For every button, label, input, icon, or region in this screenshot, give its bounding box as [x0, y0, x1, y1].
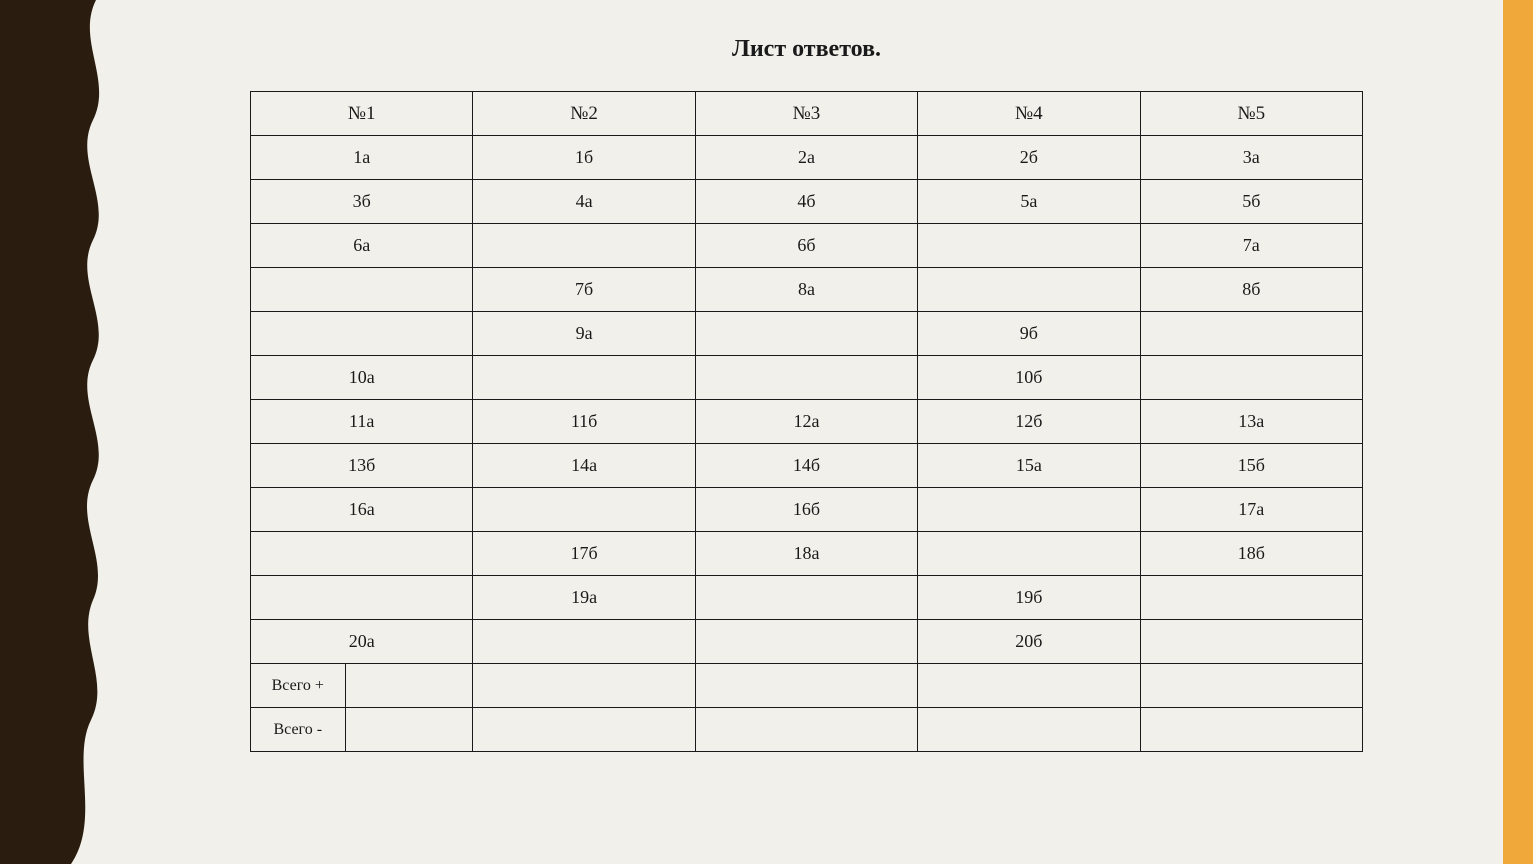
- table-cell: [1140, 620, 1362, 664]
- table-cell: 20а: [251, 620, 473, 664]
- table-total-cell: [695, 708, 917, 752]
- table-cell: [251, 576, 473, 620]
- table-cell: 19а: [473, 576, 695, 620]
- table-row: 9а 9б: [251, 312, 1363, 356]
- table-cell: 17а: [1140, 488, 1362, 532]
- table-total-cell: [1140, 708, 1362, 752]
- table-row: 10а 10б: [251, 356, 1363, 400]
- table-cell: 19б: [918, 576, 1140, 620]
- table-cell: [1140, 576, 1362, 620]
- table-cell: 7а: [1140, 224, 1362, 268]
- table-cell: 7б: [473, 268, 695, 312]
- table-row: 6а 6б 7а: [251, 224, 1363, 268]
- table-cell: 8а: [695, 268, 917, 312]
- table-cell: [918, 268, 1140, 312]
- table-cell: 15б: [1140, 444, 1362, 488]
- table-header-row: №1№2№3№4№5: [251, 92, 1363, 136]
- left-wave-edge: [71, 0, 111, 864]
- table-cell: 16а: [251, 488, 473, 532]
- table-total-cell: [473, 708, 695, 752]
- table-total-label: Всего -: [251, 708, 346, 752]
- table-cell: 8б: [1140, 268, 1362, 312]
- table-header-cell: №5: [1140, 92, 1362, 136]
- table-cell: [918, 224, 1140, 268]
- table-cell: [251, 532, 473, 576]
- table-row: 11а11б12а12б13а: [251, 400, 1363, 444]
- table-total-cell: [345, 664, 473, 708]
- table-cell: [695, 356, 917, 400]
- table-cell: 18б: [1140, 532, 1362, 576]
- table-cell: 2б: [918, 136, 1140, 180]
- table-header-cell: №3: [695, 92, 917, 136]
- table-cell: 12а: [695, 400, 917, 444]
- table-cell: 3а: [1140, 136, 1362, 180]
- table-header-cell: №2: [473, 92, 695, 136]
- left-accent-bar: [0, 0, 110, 864]
- table-cell: [695, 620, 917, 664]
- table-cell: [918, 488, 1140, 532]
- table-total-cell: [918, 664, 1140, 708]
- table-total-cell: [918, 708, 1140, 752]
- table-cell: 1а: [251, 136, 473, 180]
- page-title: Лист ответов.: [250, 36, 1363, 63]
- table-row: 1а1б2а2б3а: [251, 136, 1363, 180]
- table-row: 13б14а14б15а15б: [251, 444, 1363, 488]
- table-row: 17б18а 18б: [251, 532, 1363, 576]
- table-row: 19а 19б: [251, 576, 1363, 620]
- table-cell: 12б: [918, 400, 1140, 444]
- table-cell: [918, 532, 1140, 576]
- table-cell: 10б: [918, 356, 1140, 400]
- table-cell: 14а: [473, 444, 695, 488]
- table-cell: 3б: [251, 180, 473, 224]
- table-cell: [473, 356, 695, 400]
- table-total-row: Всего -: [251, 708, 1363, 752]
- table-cell: [695, 312, 917, 356]
- table-cell: 14б: [695, 444, 917, 488]
- table-header-cell: №4: [918, 92, 1140, 136]
- table-cell: 10а: [251, 356, 473, 400]
- table-cell: 13б: [251, 444, 473, 488]
- table-cell: [473, 620, 695, 664]
- table-cell: 15а: [918, 444, 1140, 488]
- right-accent-bar: [1503, 0, 1533, 864]
- table-cell: 11б: [473, 400, 695, 444]
- table-cell: 4а: [473, 180, 695, 224]
- table-cell: 11а: [251, 400, 473, 444]
- table-cell: [251, 312, 473, 356]
- table-cell: 9б: [918, 312, 1140, 356]
- table-cell: 9а: [473, 312, 695, 356]
- table-cell: 4б: [695, 180, 917, 224]
- answer-sheet-table: №1№2№3№4№51а1б2а2б3а3б4а4б5а5б6а6б7а7б8а…: [250, 91, 1363, 752]
- table-cell: 6а: [251, 224, 473, 268]
- table-cell: 6б: [695, 224, 917, 268]
- table-row: 7б8а 8б: [251, 268, 1363, 312]
- table-header-cell: №1: [251, 92, 473, 136]
- table-cell: [1140, 312, 1362, 356]
- table-cell: 17б: [473, 532, 695, 576]
- table-cell: 5а: [918, 180, 1140, 224]
- table-row: 3б4а4б5а5б: [251, 180, 1363, 224]
- table-cell: 16б: [695, 488, 917, 532]
- table-total-row: Всего +: [251, 664, 1363, 708]
- table-row: 16а 16б 17а: [251, 488, 1363, 532]
- table-cell: 20б: [918, 620, 1140, 664]
- table-cell: [695, 576, 917, 620]
- table-cell: [1140, 356, 1362, 400]
- table-total-label: Всего +: [251, 664, 346, 708]
- table-cell: [251, 268, 473, 312]
- table-row: 20а 20б: [251, 620, 1363, 664]
- content-area: Лист ответов. №1№2№3№4№51а1б2а2б3а3б4а4б…: [110, 0, 1503, 864]
- table-cell: 5б: [1140, 180, 1362, 224]
- table-cell: 13а: [1140, 400, 1362, 444]
- table-total-cell: [1140, 664, 1362, 708]
- table-cell: [473, 488, 695, 532]
- table-total-cell: [473, 664, 695, 708]
- table-cell: 1б: [473, 136, 695, 180]
- table-total-cell: [345, 708, 473, 752]
- table-cell: [473, 224, 695, 268]
- table-total-cell: [695, 664, 917, 708]
- table-cell: 2а: [695, 136, 917, 180]
- table-cell: 18а: [695, 532, 917, 576]
